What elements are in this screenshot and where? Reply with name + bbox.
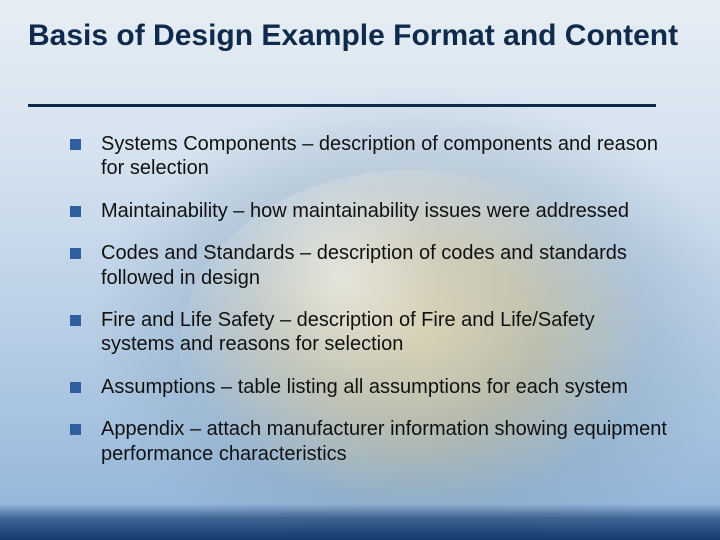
square-bullet-icon bbox=[70, 382, 81, 393]
list-item: Fire and Life Safety – description of Fi… bbox=[70, 308, 672, 357]
square-bullet-icon bbox=[70, 139, 81, 150]
list-item: Assumptions – table listing all assumpti… bbox=[70, 375, 672, 399]
bullet-list: Systems Components – description of comp… bbox=[70, 132, 672, 484]
square-bullet-icon bbox=[70, 248, 81, 259]
bottom-band-decoration bbox=[0, 504, 720, 540]
bullet-text: Fire and Life Safety – description of Fi… bbox=[101, 308, 672, 357]
square-bullet-icon bbox=[70, 206, 81, 217]
bullet-text: Assumptions – table listing all assumpti… bbox=[101, 375, 672, 399]
list-item: Codes and Standards – description of cod… bbox=[70, 241, 672, 290]
bullet-text: Systems Components – description of comp… bbox=[101, 132, 672, 181]
bullet-text: Maintainability – how maintainability is… bbox=[101, 199, 672, 223]
bullet-text: Appendix – attach manufacturer informati… bbox=[101, 417, 672, 466]
square-bullet-icon bbox=[70, 315, 81, 326]
list-item: Maintainability – how maintainability is… bbox=[70, 199, 672, 223]
title-underline bbox=[28, 104, 656, 107]
slide-title: Basis of Design Example Format and Conte… bbox=[28, 18, 680, 53]
list-item: Appendix – attach manufacturer informati… bbox=[70, 417, 672, 466]
list-item: Systems Components – description of comp… bbox=[70, 132, 672, 181]
square-bullet-icon bbox=[70, 424, 81, 435]
slide-container: Basis of Design Example Format and Conte… bbox=[0, 0, 720, 540]
bullet-text: Codes and Standards – description of cod… bbox=[101, 241, 672, 290]
